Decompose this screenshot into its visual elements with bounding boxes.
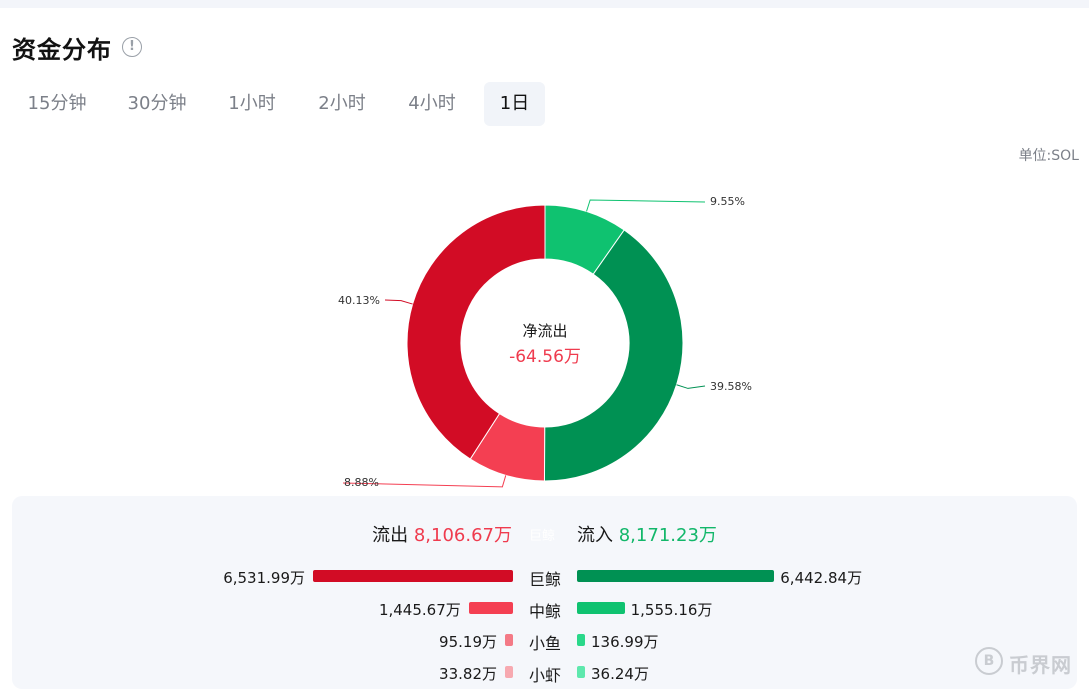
row-in-value: 1,555.16万 — [630, 601, 713, 619]
slice-giant-whale-in-leader — [676, 384, 706, 389]
outflow-label: 流出 — [372, 525, 409, 546]
flow-summary-panel — [12, 496, 1077, 689]
net-flow-label: 净流出 — [522, 322, 568, 340]
slice-giant-whale-out[interactable] — [406, 204, 546, 460]
row-label: 小虾 — [529, 666, 562, 685]
row-in-value: 36.24万 — [591, 665, 649, 683]
unit-label: 单位:SOL — [1018, 148, 1079, 164]
tab-1d[interactable]: 1日 — [484, 82, 545, 126]
top-strip — [0, 0, 1089, 8]
tab-1h[interactable]: 1小时 — [228, 93, 276, 114]
row-out-value: 1,445.67万 — [378, 601, 461, 619]
page-title: 资金分布 — [12, 36, 112, 64]
donut-chart — [342, 199, 706, 488]
inflow-total: 流入 8,171.23万 — [577, 521, 717, 547]
tab-15m[interactable]: 15分钟 — [27, 93, 87, 114]
slice-label-mid-whale-out: 8.88% — [344, 476, 379, 489]
tab-2h[interactable]: 2小时 — [318, 93, 366, 114]
slice-label-mid-whale-in: 9.55% — [710, 195, 745, 208]
row-out-bar — [313, 570, 513, 582]
row-label: 小鱼 — [529, 634, 562, 653]
watermark-text: 币界网 — [1009, 653, 1072, 677]
slice-label-giant-whale-out: 40.13% — [338, 294, 380, 307]
row-in-value: 6,442.84万 — [780, 569, 863, 587]
row-in-value: 136.99万 — [591, 633, 659, 651]
tab-4h[interactable]: 4小时 — [408, 93, 456, 114]
row-in-bar — [577, 666, 585, 678]
row-in-bar — [577, 634, 585, 646]
row-out-value: 95.19万 — [439, 633, 497, 651]
outflow-total: 流出 8,106.67万 — [372, 521, 512, 547]
row-out-bar — [505, 634, 513, 646]
row-out-value: 33.82万 — [439, 665, 497, 683]
slice-mid-whale-out-leader — [342, 475, 507, 488]
watermark: B 币界网 — [975, 645, 1085, 679]
slice-giant-whale-out-leader — [384, 299, 413, 305]
slice-mid-whale-in-leader — [586, 199, 706, 212]
row-out-bar — [468, 602, 513, 614]
row-out-bar — [505, 666, 513, 678]
row-in-bar — [577, 602, 625, 614]
inflow-value: 8,171.23万 — [618, 525, 717, 546]
info-icon[interactable]: ! — [122, 37, 142, 57]
row-out-value: 6,531.99万 — [223, 569, 305, 587]
tab-30m[interactable]: 30分钟 — [127, 93, 187, 114]
slice-giant-whale-in[interactable] — [543, 229, 684, 482]
row-label: 中鲸 — [529, 602, 562, 621]
outflow-value: 8,106.67万 — [413, 525, 512, 546]
summary-mid-label: 巨鲸 — [529, 529, 556, 544]
row-in-bar — [577, 570, 775, 582]
net-flow-value: -64.56万 — [509, 347, 581, 367]
row-label: 巨鲸 — [529, 570, 562, 589]
slice-label-giant-whale-in: 39.58% — [710, 380, 752, 393]
inflow-label: 流入 — [577, 525, 613, 546]
coin-icon: B — [975, 647, 1003, 675]
